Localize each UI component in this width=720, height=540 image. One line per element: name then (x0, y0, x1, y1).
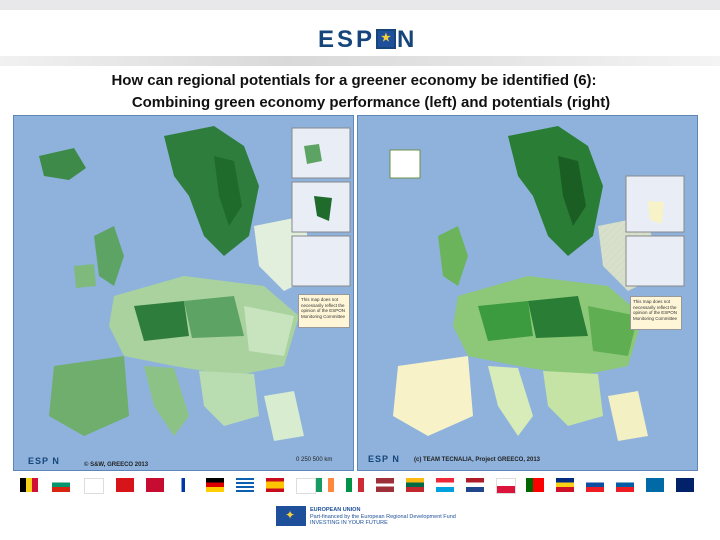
slide-title-line1: How can regional potentials for a greene… (111, 72, 597, 89)
flag-icon (176, 478, 194, 492)
logo-text-prefix: ESP (318, 26, 376, 53)
flag-icon (20, 478, 38, 492)
flag-icon (436, 478, 454, 492)
flag-icon (406, 478, 424, 492)
eu-flag-icon (276, 506, 306, 526)
top-band (0, 0, 720, 10)
performance-map-graphic (14, 116, 353, 470)
eu-funding-notice: EUROPEAN UNION Part-financed by the Euro… (276, 506, 456, 528)
flag-icon (52, 478, 70, 492)
flag-icon (346, 478, 364, 492)
flag-icon (84, 478, 104, 494)
slide-header: ESP N (0, 10, 720, 54)
eu-line3: INVESTING IN YOUR FUTURE (310, 520, 388, 526)
flag-icon (266, 478, 284, 492)
header-stripe (0, 56, 720, 66)
flag-icon (496, 478, 516, 494)
flag-icon (116, 478, 134, 492)
left-map-espon-logo: ESP N (28, 456, 60, 466)
left-map-scale: 0 250 500 km (296, 457, 333, 463)
flag-icon (616, 478, 634, 492)
flag-icon (316, 478, 334, 492)
flag-icon (296, 478, 316, 494)
green-economy-potentials-map: This map does not necessarily reflect th… (357, 115, 698, 471)
eu-line1: EUROPEAN UNION (310, 507, 361, 513)
flag-icon (676, 478, 694, 492)
eu-star-icon (376, 29, 397, 49)
member-state-flags (0, 476, 720, 494)
flag-icon (146, 478, 164, 492)
right-map-espon-logo: ESP N (368, 454, 400, 464)
logo-text-suffix: N (397, 26, 418, 53)
right-map-credit: (c) TEAM TECNALIA, Project GREECO, 2013 (414, 457, 541, 463)
eu-funding-text: EUROPEAN UNION Part-financed by the Euro… (310, 507, 456, 527)
flag-icon (466, 478, 484, 492)
flag-icon (376, 478, 394, 492)
left-map-credit: © S&W, GREECO 2013 (84, 462, 149, 468)
slide-title-line2: Combining green economy performance (lef… (131, 94, 611, 111)
flag-icon (526, 478, 544, 492)
eu-line2: Part-financed by the European Regional D… (310, 513, 456, 520)
flag-icon (586, 478, 604, 492)
flag-icon (556, 478, 574, 492)
potentials-map-graphic (358, 116, 697, 470)
flag-icon (236, 478, 254, 492)
flag-icon (206, 478, 224, 492)
flag-icon (646, 478, 664, 492)
right-map-disclaimer: This map does not necessarily reflect th… (630, 296, 682, 330)
espon-logo: ESP N (318, 26, 417, 54)
left-map-disclaimer: This map does not necessarily reflect th… (298, 294, 350, 328)
green-economy-performance-map: This map does not necessarily reflect th… (13, 115, 354, 471)
